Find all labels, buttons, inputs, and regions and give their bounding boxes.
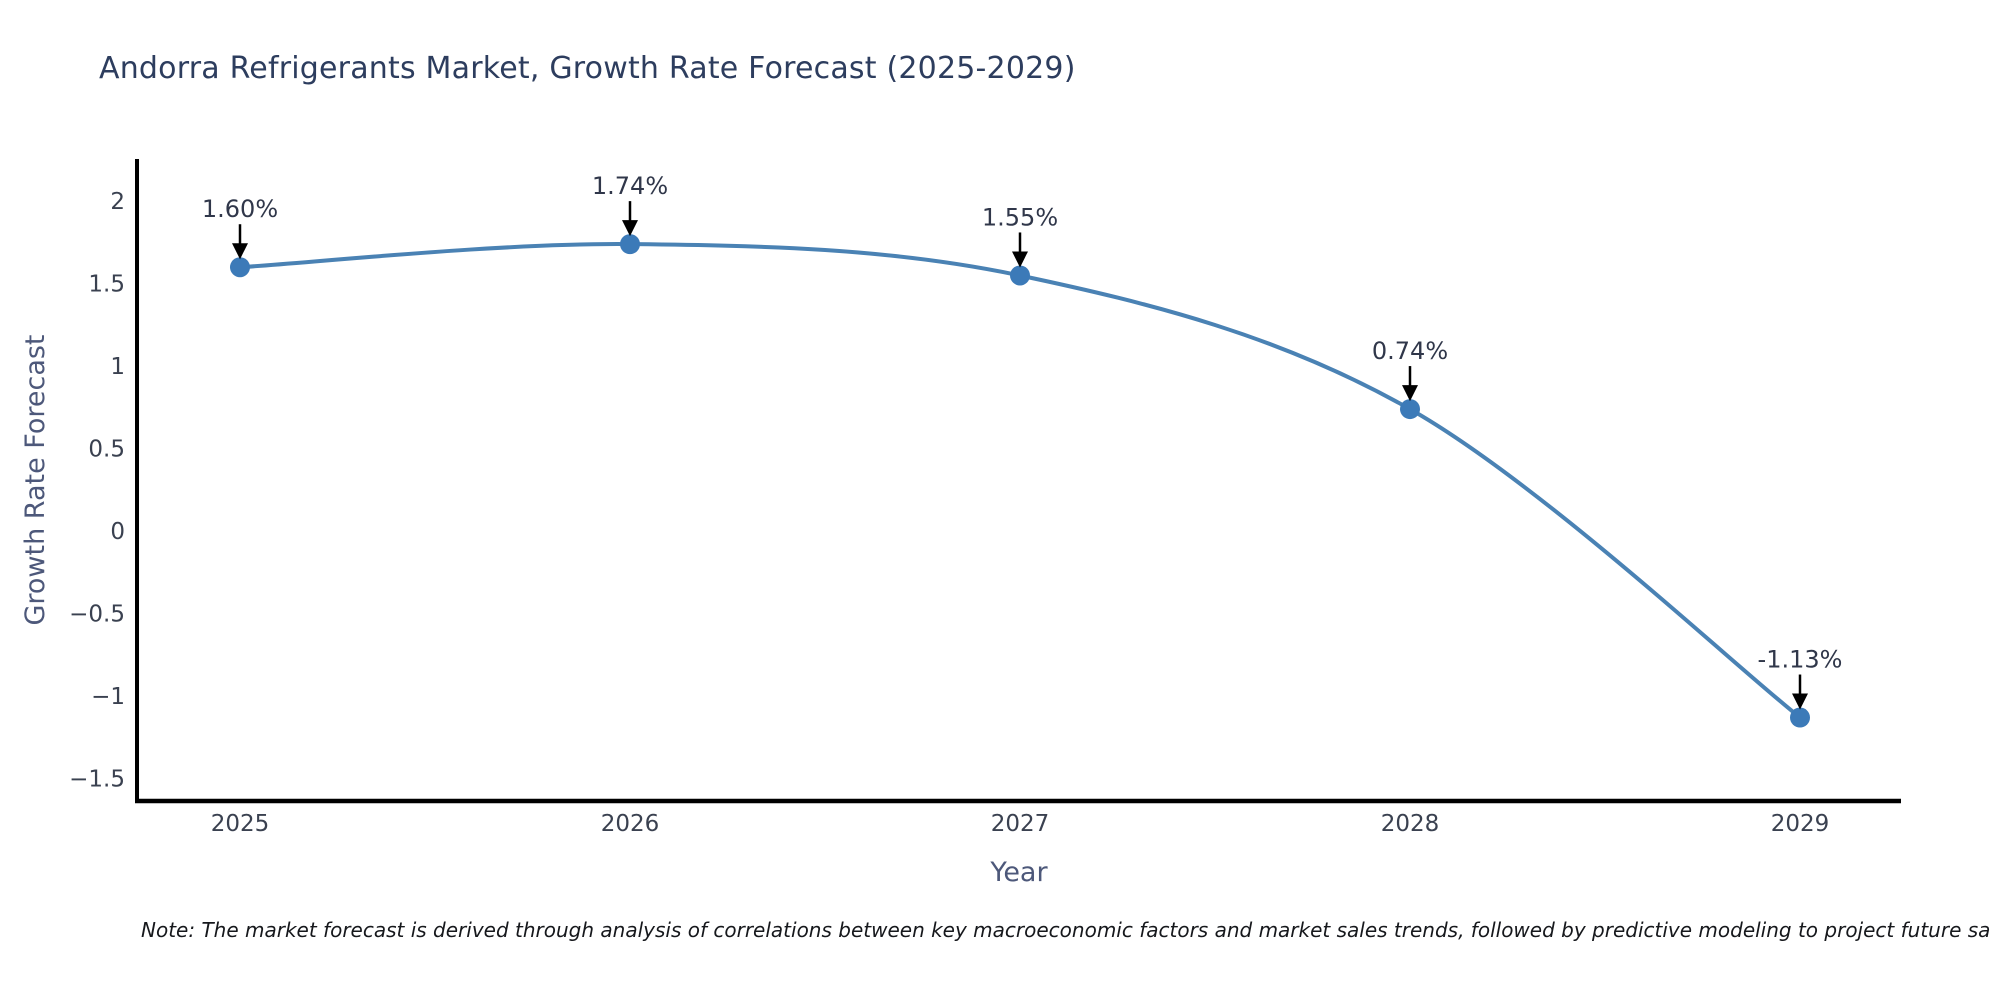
x-tick-label: 2027	[991, 811, 1050, 837]
annotation-arrowhead-icon	[1402, 385, 1418, 402]
data-point-marker[interactable]	[1400, 399, 1420, 420]
data-point-label: 1.55%	[982, 203, 1058, 231]
data-point-marker[interactable]	[620, 234, 640, 255]
data-point-label: 0.74%	[1372, 337, 1448, 365]
y-tick-label: 1	[110, 354, 125, 380]
x-tick-label: 2029	[1771, 811, 1830, 837]
y-tick-label: 0.5	[88, 437, 125, 463]
x-tick-label: 2025	[211, 811, 270, 837]
x-tick-label: 2028	[1381, 811, 1440, 837]
y-axis-title: Growth Rate Forecast	[20, 334, 51, 625]
forecast-line	[238, 242, 1802, 720]
data-point-marker[interactable]	[1010, 265, 1030, 286]
y-tick-label: 1.5	[88, 272, 125, 298]
data-point-marker[interactable]	[1790, 707, 1810, 728]
y-tick-label: −0.5	[69, 602, 125, 628]
data-point-label: 1.74%	[592, 172, 668, 200]
footnote: Note: The market forecast is derived thr…	[141, 918, 1991, 942]
annotation-arrowhead-icon	[1792, 693, 1808, 710]
data-point-label: -1.13%	[1758, 646, 1843, 674]
chart-title: Andorra Refrigerants Market, Growth Rate…	[99, 51, 1076, 86]
annotation-arrowhead-icon	[1012, 251, 1028, 268]
y-tick-label: 0	[110, 519, 125, 545]
data-point-label: 1.60%	[202, 195, 278, 223]
x-axis-title: Year	[989, 857, 1048, 888]
y-tick-label: −1.5	[69, 767, 125, 793]
data-point-marker[interactable]	[230, 257, 250, 278]
x-tick-label: 2026	[601, 811, 660, 837]
y-tick-label: −1	[91, 684, 125, 710]
y-tick-label: 2	[110, 189, 125, 215]
annotation-arrowhead-icon	[622, 220, 638, 237]
annotation-arrowhead-icon	[232, 243, 248, 260]
